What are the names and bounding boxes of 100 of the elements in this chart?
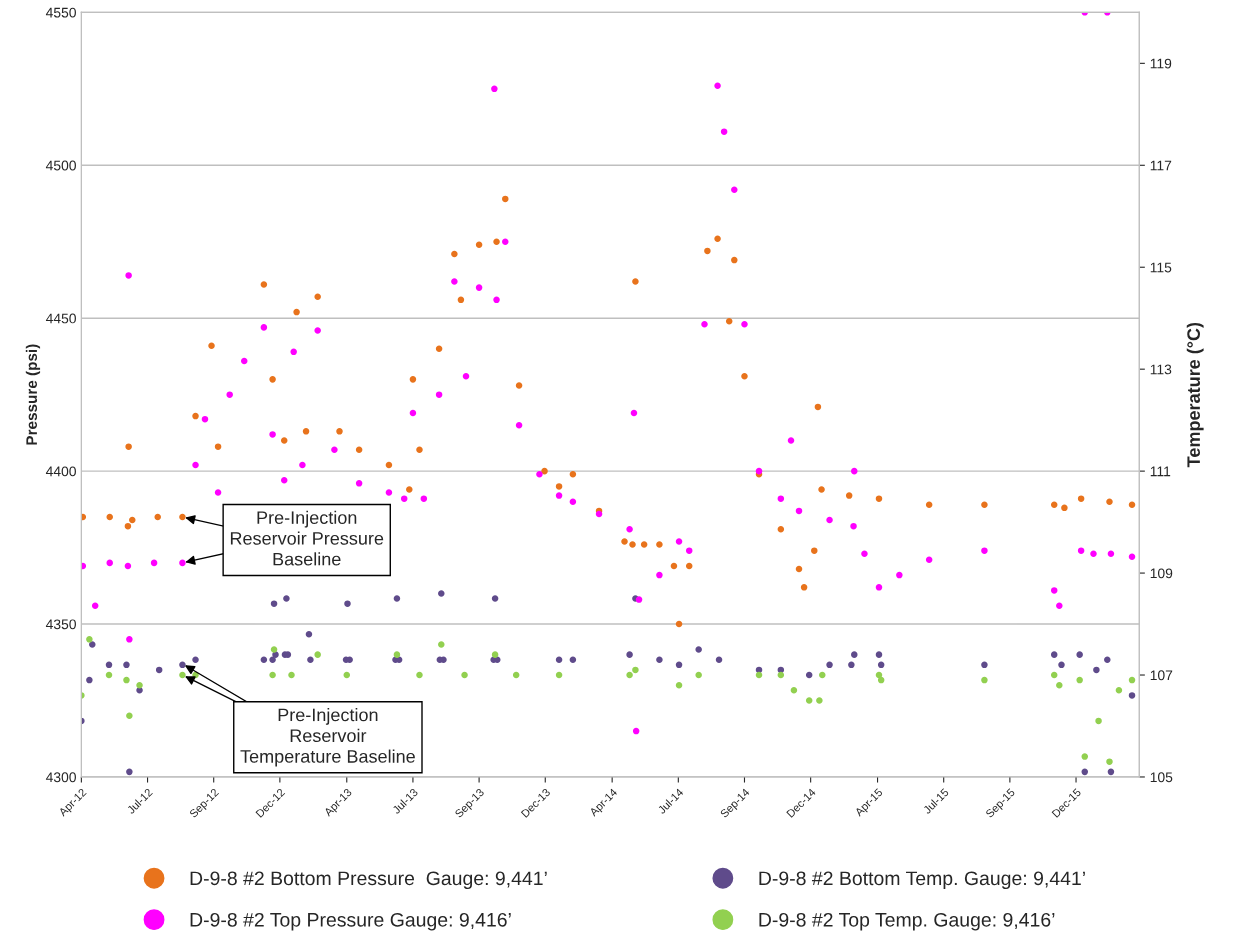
point: [1128, 692, 1136, 699]
point: [1050, 651, 1058, 658]
y2-tick-label: 117: [1150, 160, 1172, 171]
point: [126, 712, 133, 720]
point: [269, 671, 276, 679]
point: [981, 676, 988, 684]
point: [1095, 717, 1102, 725]
point: [123, 661, 130, 669]
point: [851, 651, 858, 658]
point: [675, 661, 683, 669]
point: [179, 671, 186, 679]
point: [715, 656, 723, 663]
point: [877, 661, 885, 669]
point: [314, 651, 321, 658]
point: [569, 656, 577, 663]
y2-tick-label: 109: [1150, 568, 1173, 579]
point: [438, 590, 445, 597]
annotation: Pre-Injection Reservoir Temperature Baseline: [240, 708, 415, 767]
point: [1106, 758, 1113, 765]
point: [269, 656, 276, 663]
legend-label: D-9-8 #2 Top Temp. Gauge: 9,416’: [759, 912, 1055, 931]
point: [393, 651, 401, 658]
y-tick-label: 4400: [45, 466, 76, 477]
point: [343, 671, 351, 679]
point: [656, 656, 663, 663]
y2-tick-label: 119: [1150, 58, 1172, 69]
point: [89, 641, 96, 648]
point: [440, 656, 447, 663]
point: [816, 697, 823, 704]
y2-tick-label: 111: [1150, 466, 1171, 477]
point: [1076, 676, 1083, 684]
point: [826, 661, 833, 669]
y2-tick-label: 113: [1150, 364, 1172, 375]
point: [491, 595, 499, 602]
point: [1081, 768, 1089, 776]
point: [695, 671, 702, 679]
y-tick-label: 4300: [45, 772, 76, 783]
point: [981, 661, 988, 669]
point: [555, 656, 563, 663]
point: [461, 671, 468, 679]
point: [105, 661, 113, 669]
point: [155, 666, 163, 674]
point: [875, 671, 883, 679]
point: [626, 671, 633, 679]
point: [438, 641, 445, 648]
point: [777, 671, 785, 679]
point: [675, 681, 683, 689]
point: [346, 656, 353, 663]
point: [126, 768, 133, 776]
point: [805, 671, 813, 679]
point: [86, 676, 93, 684]
y-tick-label: 4350: [45, 619, 76, 630]
y-tick-label: 4550: [45, 7, 76, 18]
point: [491, 651, 499, 658]
point: [283, 595, 290, 602]
point: [1104, 656, 1111, 663]
legend-label: D-9-8 #2 Bottom Pressure Gauge: 9,441’: [190, 871, 547, 890]
y-tick-label: 4450: [45, 313, 76, 324]
y2-tick-label: 115: [1150, 262, 1172, 273]
point: [344, 600, 351, 607]
point: [1128, 676, 1136, 684]
point: [270, 646, 278, 653]
point: [1107, 768, 1115, 776]
y-tick-label: 4500: [45, 160, 76, 171]
point: [416, 671, 423, 679]
point: [626, 651, 633, 658]
point: [512, 671, 520, 679]
point: [1081, 753, 1089, 760]
y-axis-title: Pressure (psi): [25, 344, 41, 445]
point: [179, 661, 186, 669]
y2-tick-label: 107: [1150, 670, 1173, 681]
point: [105, 671, 113, 679]
point: [1115, 687, 1123, 694]
point: [555, 671, 563, 679]
legend-label: D-9-8 #2 Top Pressure Gauge: 9,416’: [190, 912, 511, 931]
point: [1076, 651, 1083, 658]
point: [1058, 661, 1065, 669]
point: [805, 697, 813, 704]
point: [123, 676, 130, 684]
point: [695, 646, 702, 653]
point: [260, 656, 268, 663]
point: [1056, 681, 1063, 689]
y2-axis-title: Temperature (°C): [1186, 322, 1204, 468]
point: [288, 671, 295, 679]
legend-label: D-9-8 #2 Bottom Temp. Gauge: 9,441’: [759, 871, 1085, 890]
point: [875, 651, 883, 658]
y2-tick-label: 105: [1150, 772, 1173, 783]
point: [270, 600, 278, 607]
point: [136, 687, 143, 694]
point: [192, 656, 199, 663]
point: [755, 671, 763, 679]
point: [1050, 671, 1058, 679]
point: [790, 687, 798, 694]
point: [632, 666, 639, 674]
point: [1093, 666, 1100, 674]
point: [819, 671, 826, 679]
point: [393, 595, 401, 602]
point: [305, 630, 313, 638]
point: [307, 656, 314, 663]
point: [136, 681, 143, 689]
